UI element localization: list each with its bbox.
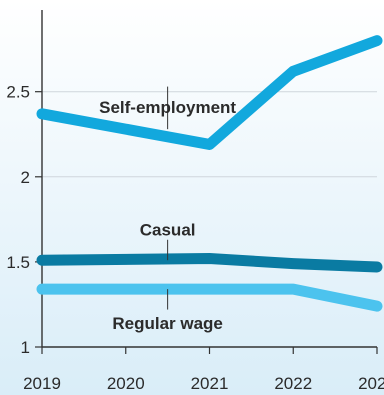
axes: 1 1.5 2 2.5 2019 2020 2021 2022 2023: [6, 10, 384, 393]
series-label-casual: Casual: [140, 221, 196, 240]
y-tick-label: 2: [21, 168, 30, 187]
y-tick-label: 2.5: [6, 83, 30, 102]
x-tick-label: 2020: [107, 374, 145, 393]
y-tick-label: 1.5: [6, 253, 30, 272]
series-line-self-employment: [36, 35, 383, 150]
series-line-regular-wage: [36, 283, 383, 312]
series-lines: [36, 35, 383, 312]
x-tick-label: 2022: [274, 374, 312, 393]
series-labels: Self-employment Casual Regular wage: [99, 86, 236, 333]
x-tick-label: 2021: [191, 374, 229, 393]
series-line-casual: [36, 252, 383, 273]
series-label-self-employment: Self-employment: [99, 98, 236, 117]
x-tick-label: 2023: [358, 374, 384, 393]
x-tick-label: 2019: [23, 374, 61, 393]
y-tick-label: 1: [21, 338, 30, 357]
series-label-regular-wage: Regular wage: [112, 314, 223, 333]
